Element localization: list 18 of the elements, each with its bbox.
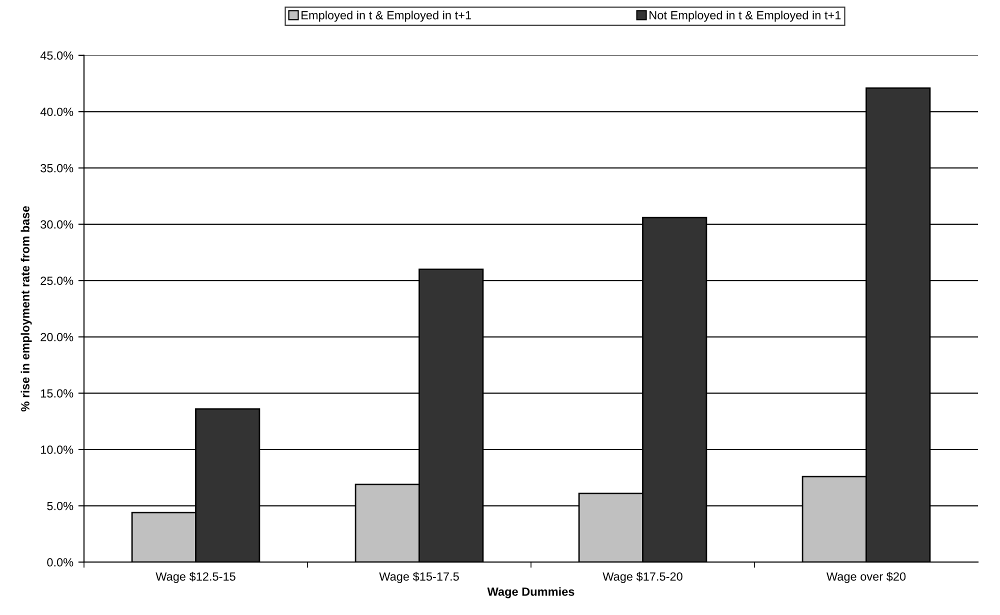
y-axis-title: % rise in employment rate from base bbox=[20, 206, 32, 412]
y-tick-label: 10.0% bbox=[41, 446, 74, 454]
legend-label: Not Employed in t & Employed in t+1 bbox=[650, 10, 841, 22]
y-tick-label: 25.0% bbox=[40, 276, 74, 285]
x-tick-label: Wage over $20 bbox=[826, 572, 906, 584]
legend-label: Employed in t & Employed in t+1 bbox=[302, 10, 471, 22]
y-tick-label: 20.0% bbox=[40, 332, 74, 342]
y-tick-label: 45.0% bbox=[40, 51, 74, 60]
y-tick-label: 35.0% bbox=[40, 164, 74, 172]
y-tick-label: 0.0% bbox=[47, 558, 74, 567]
y-tick-label: 40.0% bbox=[40, 108, 74, 116]
y-tick-label: 15.0% bbox=[41, 389, 74, 398]
x-tick-label: Wage $17.5-20 bbox=[602, 572, 682, 584]
x-tick-label: Wage $15-17.5 bbox=[379, 572, 459, 584]
x-axis-title: Wage Dummies bbox=[487, 587, 574, 598]
x-tick-label: Wage $12.5-15 bbox=[156, 572, 236, 584]
y-tick-label: 5.0% bbox=[47, 502, 74, 510]
y-tick-label: 30.0% bbox=[40, 220, 74, 229]
